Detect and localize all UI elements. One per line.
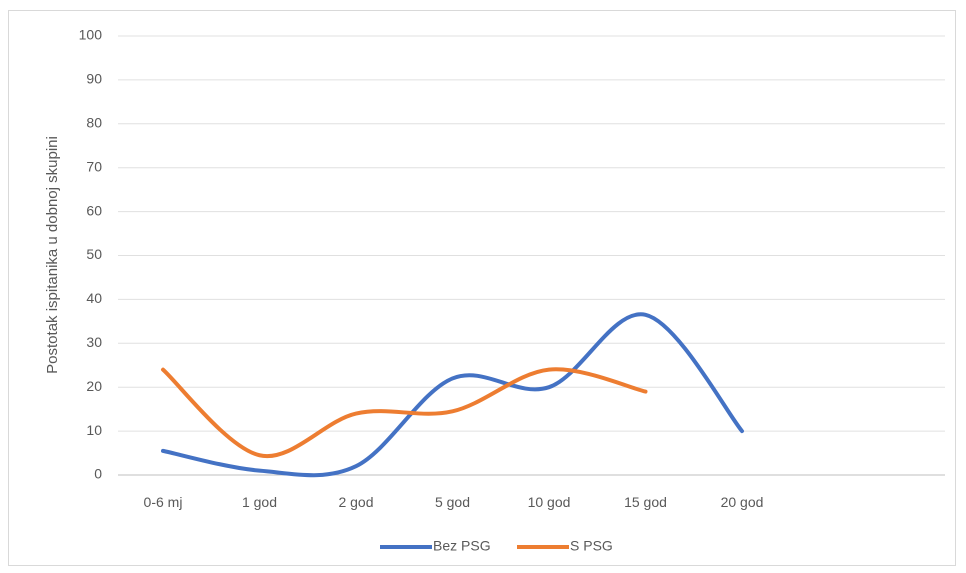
legend: Bez PSG S PSG — [380, 538, 613, 554]
y-tick-label: 50 — [86, 246, 102, 262]
y-tick-label: 60 — [86, 202, 102, 218]
series-line-2 — [161, 367, 648, 459]
x-tick-label: 0-6 mj — [144, 494, 183, 510]
gridlines — [118, 35, 945, 476]
x-tick-label: 1 god — [242, 494, 277, 510]
y-tick-label: 80 — [86, 115, 102, 131]
y-tick-label: 90 — [86, 71, 102, 87]
legend-label: Bez PSG — [433, 538, 491, 554]
y-tick-label: 10 — [86, 422, 102, 438]
x-tick-label: 20 god — [721, 494, 764, 510]
y-tick-label: 20 — [86, 378, 102, 394]
y-axis-title: Postotak ispitanika u dobnoj skupini — [44, 136, 61, 374]
x-tick-label: 2 god — [338, 494, 373, 510]
x-tick-label: 5 god — [435, 494, 470, 510]
y-tick-labels: 0 10 20 30 40 50 60 70 80 90 100 — [79, 27, 103, 482]
x-tick-labels: 0-6 mj 1 god 2 god 5 god 10 god 15 god 20 god — [144, 494, 764, 510]
x-tick-label: 10 god — [528, 494, 571, 510]
series-line-1 — [161, 312, 744, 478]
y-tick-label: 70 — [86, 158, 102, 174]
y-tick-label: 40 — [86, 290, 102, 306]
chart-frame — [8, 10, 956, 566]
x-tick-label: 15 god — [624, 494, 667, 510]
y-tick-label: 30 — [86, 334, 102, 350]
y-tick-label: 0 — [94, 466, 102, 482]
legend-label: S PSG — [570, 538, 613, 554]
series-lines — [161, 312, 744, 478]
y-tick-label: 100 — [79, 27, 103, 43]
